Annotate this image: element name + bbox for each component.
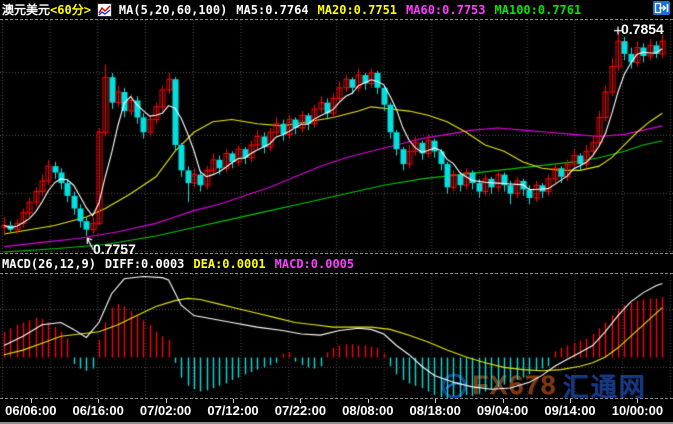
- bottom-strip: [0, 422, 673, 424]
- time-label: 08/18:00: [409, 403, 461, 418]
- candlestick-chart-canvas[interactable]: [0, 20, 673, 253]
- time-label: 10/00:00: [611, 403, 664, 418]
- axis-tick: [30, 399, 32, 403]
- axis-tick: [570, 399, 571, 403]
- line-chart-icon: [96, 2, 112, 17]
- time-axis: 06/06:00 06/16:00 07/02:00 07/12:00 07/22:00…: [0, 398, 673, 424]
- time-label: 06/06:00: [5, 403, 57, 418]
- time-label: 07/12:00: [207, 403, 259, 418]
- axis-tick: [233, 399, 234, 403]
- dea-value: DEA:0.0001: [193, 256, 266, 271]
- time-label: 06/16:00: [72, 403, 124, 418]
- chart-header: 澳元美元 <60分> MA(5,20,60,100) MA5:0.7764 MA…: [0, 0, 673, 20]
- axis-tick: [502, 399, 504, 403]
- macd-params-label: MACD(26,12,9): [2, 256, 96, 271]
- axis-tick: [367, 399, 369, 403]
- diff-value: DIFF:0.0003: [104, 256, 185, 271]
- macd-chart-canvas[interactable]: [0, 274, 673, 398]
- ma20-value: MA20:0.7751: [317, 2, 398, 17]
- axis-tick: [165, 399, 167, 403]
- ma60-value: MA60:0.7753: [406, 2, 486, 17]
- macd-header: MACD(26,12,9) DIFF:0.0003 DEA:0.0001 MAC…: [0, 253, 673, 274]
- axis-tick: [435, 399, 437, 403]
- time-label: 07/02:00: [139, 403, 192, 418]
- low-price-label: 0.7757: [93, 241, 136, 257]
- ma-params-label: MA(5,20,60,100): [118, 2, 228, 17]
- time-label: 08/08:00: [342, 403, 394, 418]
- exit-button[interactable]: [653, 1, 670, 15]
- axis-tick: [637, 399, 639, 403]
- time-label: 09/04:00: [476, 403, 529, 418]
- axis-tick: [98, 399, 100, 403]
- ma100-value: MA100:0.7761: [494, 2, 582, 17]
- high-price-label: 0.7854: [621, 21, 664, 37]
- ma5-value: MA5:0.7764: [236, 2, 309, 17]
- symbol-name: 澳元美元: [2, 3, 51, 17]
- timeframe-label: <60分>: [50, 3, 91, 17]
- time-label: 09/14:00: [544, 403, 596, 418]
- time-label: 07/22:00: [274, 403, 327, 418]
- macd-value: MACD:0.0005: [274, 256, 355, 271]
- axis-tick: [300, 399, 302, 403]
